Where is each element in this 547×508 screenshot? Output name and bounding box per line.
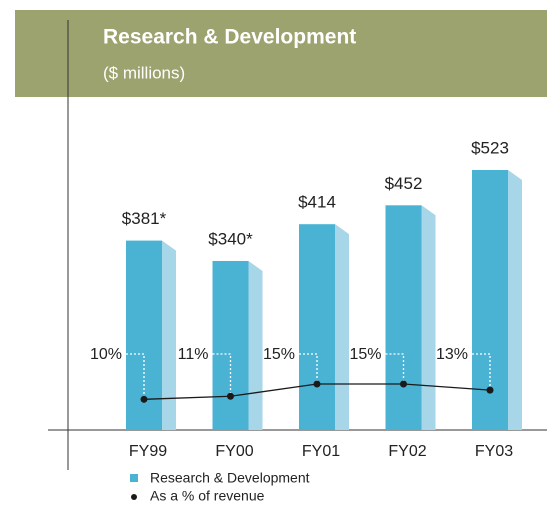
leader-line [122, 353, 145, 400]
line-value-label: 10% [90, 346, 122, 363]
legend-label: As a % of revenue [150, 488, 265, 504]
chart-subtitle: ($ millions) [103, 63, 185, 82]
x-tick-label: FY00 [215, 443, 253, 460]
bar-side [508, 170, 522, 430]
leader-line [468, 353, 491, 391]
bar [385, 205, 422, 430]
chart-title: Research & Development [103, 26, 356, 49]
legend-label: Research & Development [150, 470, 310, 486]
leader-line [208, 353, 232, 397]
bar-value-label: $523 [471, 138, 509, 157]
bar-side [421, 205, 436, 430]
line-point [227, 392, 234, 400]
x-tick-label: FY01 [302, 443, 340, 460]
bar [212, 260, 249, 430]
line-value-label: 13% [436, 346, 468, 363]
leader-line [381, 353, 405, 384]
bar-value-label: $340* [208, 229, 253, 248]
header-band [15, 10, 547, 97]
bar-side [248, 260, 263, 430]
line-point [400, 380, 407, 388]
line-point [486, 386, 494, 394]
bar-side [335, 224, 349, 430]
x-tick-label: FY99 [129, 443, 167, 460]
legend-swatch [130, 474, 138, 482]
line-point [140, 395, 148, 403]
bar-value-label: $452 [385, 174, 423, 193]
line-value-label: 15% [263, 346, 295, 363]
legend-swatch [131, 494, 137, 500]
bar [299, 224, 335, 430]
line-point [313, 380, 321, 388]
x-tick-label: FY03 [475, 443, 513, 460]
line-value-label: 15% [349, 346, 381, 363]
bar-side [162, 240, 176, 430]
leader-line [295, 353, 318, 384]
line-value-label: 11% [178, 346, 209, 363]
bar-value-label: $414 [298, 193, 336, 212]
x-tick-label: FY02 [388, 443, 426, 460]
bar-value-label: $381* [122, 209, 167, 228]
